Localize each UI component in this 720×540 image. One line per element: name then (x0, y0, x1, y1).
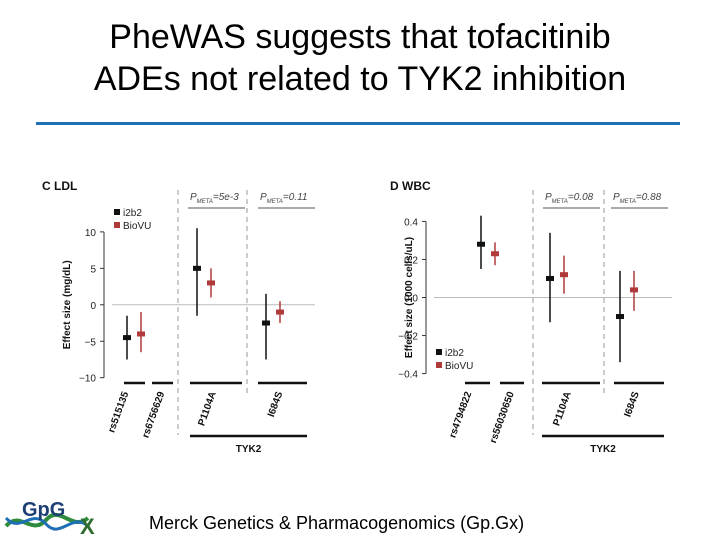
point-estimate (630, 287, 638, 293)
point-estimate (262, 320, 270, 326)
y-axis-label: Effect size (1000 cells/uL) (404, 237, 415, 358)
point-estimate (560, 272, 568, 278)
y-tick-label: 0 (90, 301, 96, 312)
snp-label: rs4794822 (447, 390, 474, 440)
panel-label: C LDL (42, 179, 77, 193)
legend-label: BioVU (123, 221, 151, 232)
y-tick-label: 0.2 (404, 255, 418, 266)
snp-label: rs515135 (106, 390, 131, 434)
y-tick-label: 10 (85, 228, 97, 239)
snp-label: I684S (623, 390, 642, 419)
p-value-label: PMETA=5e-3 (190, 192, 239, 205)
title-divider (36, 122, 680, 125)
slide-title: PheWAS suggests that tofacitinib ADEs no… (0, 16, 720, 100)
panel-label: D WBC (390, 179, 431, 193)
gpgx-logo: GpG X (4, 499, 95, 538)
p-value-label: PMETA=0.08 (545, 192, 594, 205)
legend-swatch (436, 362, 442, 368)
group-label: TYK2 (590, 444, 616, 455)
point-estimate (276, 309, 284, 315)
point-estimate (123, 335, 131, 341)
snp-label: I684S (266, 390, 285, 419)
y-tick-label: 0.4 (404, 217, 418, 228)
y-tick-label: 5 (90, 264, 96, 275)
legend-swatch (114, 222, 120, 228)
logo-x-mark: X (80, 514, 95, 538)
snp-label: rs56030650 (488, 390, 517, 445)
slide-title-line-1: PheWAS suggests that tofacitinib (109, 18, 611, 56)
legend-swatch (436, 349, 442, 355)
y-tick-label: −0.2 (398, 332, 418, 343)
point-estimate (207, 280, 215, 286)
point-estimate (193, 265, 201, 271)
point-estimate (491, 251, 499, 257)
y-tick-label: −0.4 (398, 370, 418, 381)
y-axis-label: Effect size (mg/dL) (62, 260, 73, 349)
p-value-label: PMETA=0.88 (613, 192, 662, 205)
y-tick-label: 0.0 (404, 294, 418, 305)
snp-label: rs6756629 (140, 390, 167, 440)
p-value-label: PMETA=0.11 (260, 192, 307, 205)
legend-label: BioVU (445, 361, 473, 372)
group-label: TYK2 (236, 444, 262, 455)
point-estimate (137, 331, 145, 337)
snp-label: P1104A (196, 390, 219, 427)
point-estimate (546, 275, 554, 281)
figure-panels: C LDL 10 5 0 −5 −10 Effect size (mg/dL) PMETA=5… (42, 179, 672, 455)
snp-label: P1104A (551, 390, 574, 427)
slide-title-line-2: ADEs not related to TYK2 inhibition (93, 60, 627, 98)
y-tick-label: −5 (85, 337, 97, 348)
point-estimate (477, 241, 485, 247)
legend-label: i2b2 (445, 348, 464, 359)
legend-label: i2b2 (123, 208, 142, 219)
footer-text: Merck Genetics & Pharmacogenomics (Gp.Gx… (146, 513, 528, 534)
logo-text: GpG (22, 499, 65, 521)
point-estimate (616, 314, 624, 320)
legend-swatch (114, 209, 120, 215)
y-tick-label: −10 (79, 374, 96, 385)
